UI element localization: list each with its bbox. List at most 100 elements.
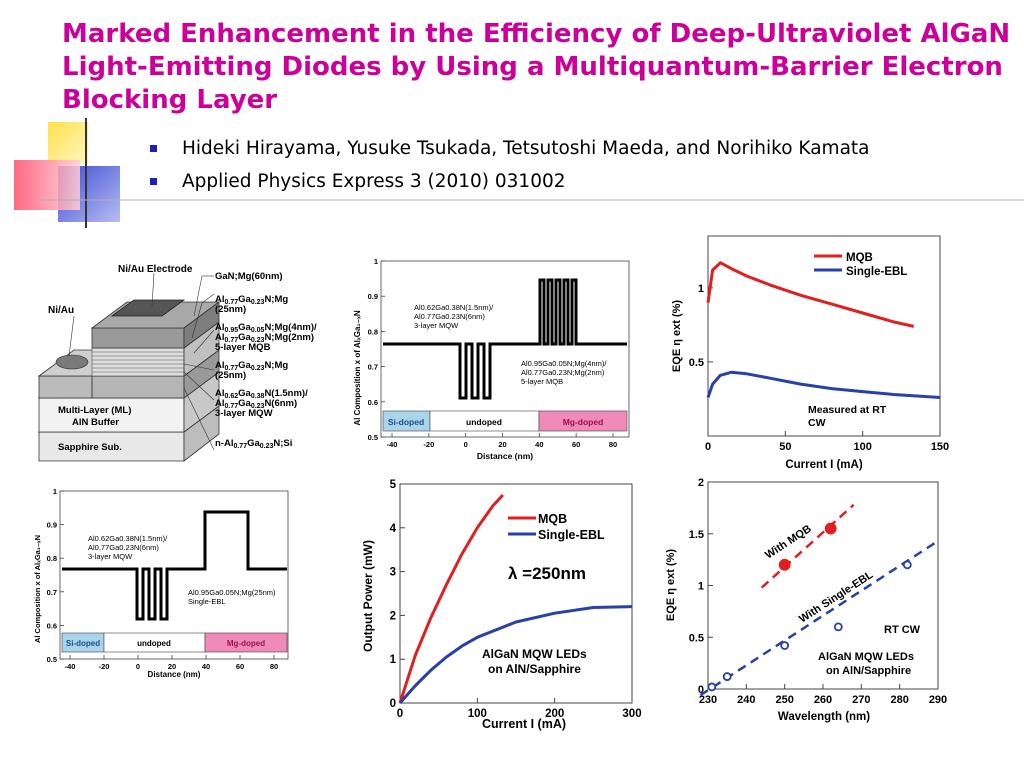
bullet-text: Hideki Hirayama, Yusuke Tsukada, Tetsuto… <box>182 137 870 159</box>
data-point-mqb <box>778 558 791 571</box>
bullet-marker <box>150 178 157 185</box>
legend-ebl: Single-EBL <box>846 266 907 278</box>
x-tick-label: 280 <box>890 694 908 706</box>
y-tick-label: 1 <box>390 654 397 666</box>
x-tick-label: -40 <box>387 440 398 449</box>
legend-mqb: MQB <box>538 512 567 526</box>
x-tick-label: 300 <box>622 708 641 720</box>
svg-text:Al0.62Ga0.38N(1.5nm)/: Al0.62Ga0.38N(1.5nm)/ <box>414 303 494 312</box>
plot-frame <box>707 235 941 437</box>
x-tick-label: 0 <box>397 708 403 720</box>
x-tick-label: 240 <box>737 694 755 706</box>
x-tick-label: 270 <box>852 694 870 706</box>
svg-text:Al0.95Ga0.05N;Mg(25nm): Al0.95Ga0.05N;Mg(25nm) <box>188 588 276 597</box>
y-tick-label: 0 <box>390 698 396 710</box>
layer-labels: Al0.77Ga0.23N;Mg (25nm) Al0.95Ga0.05N;Mg(4… <box>215 294 317 450</box>
x-tick-label: 260 <box>814 694 832 706</box>
label-gan: GaN;Mg(60nm) <box>215 271 283 282</box>
y-tick-label: 0.8 <box>47 554 57 563</box>
svg-text:Al0.77Ga0.23N(6nm): Al0.77Ga0.23N(6nm) <box>414 312 485 321</box>
y-tick-label: 0.7 <box>47 588 57 597</box>
al-profile-line <box>62 510 287 621</box>
x-ticks: 0 50 100 150 <box>705 431 949 453</box>
label-ml-buffer: AlN Buffer <box>72 417 119 428</box>
profile-ebl-figure: Al Composition x of AlₓGa₁₋ₓN 0.50.60.70… <box>30 487 292 682</box>
layer-label: 5-layer MQB <box>215 342 271 353</box>
data-point-single-ebl <box>833 622 843 632</box>
y-tick-label: 0.9 <box>47 521 57 530</box>
trend-line-mqb <box>760 503 855 589</box>
series-line-mqb <box>706 261 915 328</box>
bullet-authors: Hideki Hirayama, Yusuke Tsukada, Tetsuto… <box>150 132 870 165</box>
y-tick-label: 0 <box>698 684 704 696</box>
y-tick-label: 1 <box>53 487 57 496</box>
svg-text:Al0.77Ga0.23N(6nm): Al0.77Ga0.23N(6nm) <box>88 543 159 552</box>
svg-text:5-layer MQB: 5-layer MQB <box>521 377 563 386</box>
x-tick-label: 100 <box>853 441 871 453</box>
ylabel: Al Composition x of AlₓGa₁₋ₓN <box>353 310 362 426</box>
al-profile-line <box>383 278 627 400</box>
y-tick-label: 0.7 <box>368 363 378 372</box>
x-tick-label: 50 <box>779 441 791 453</box>
y-tick-label: 0.6 <box>368 398 378 407</box>
bullet-journal: Applied Physics Express 3 (2010) 031002 <box>150 165 870 198</box>
series-group <box>398 493 633 704</box>
layer-label: (25nm) <box>215 370 246 381</box>
x-tick-label: 60 <box>572 440 580 449</box>
y-tick-label: 2 <box>390 610 396 622</box>
series-group <box>706 261 941 399</box>
trend-line-single-ebl <box>699 539 939 697</box>
series-group <box>699 503 939 697</box>
layer-label: n-Al0.77Ga0.23N;Si <box>215 438 292 450</box>
y-axis-label: EQE η ext (%) <box>671 300 683 372</box>
region-label-undoped: undoped <box>466 417 502 427</box>
svg-text:Al0.77Ga0.23N;Mg(2nm): Al0.77Ga0.23N;Mg(2nm) <box>521 368 605 377</box>
region-label-undoped: undoped <box>137 639 171 648</box>
chart-eqe-vs-wavelength: 0 0.5 1 1.5 2 230 240 250 260 270 280 290 With MQB… <box>656 475 956 725</box>
chart-eqe-vs-current: 0.5 1 0 50 100 150 MQB Single-EBL Measured a… <box>656 232 950 472</box>
ann-left: Al0.62Ga0.38N(1.5nm)/ Al0.77Ga0.23N(6nm)… <box>88 534 168 561</box>
series-line-single-ebl <box>398 605 633 704</box>
series-line-single-ebl <box>706 370 941 399</box>
data-point-single-ebl <box>780 641 790 650</box>
layer-label: Al0.77Ga0.23N;Mg <box>215 294 288 306</box>
svg-text:Al0.95Ga0.05N;Mg(4nm)/: Al0.95Ga0.05N;Mg(4nm)/ <box>521 359 607 368</box>
profile-mqb-figure: Al Composition x of AlₓGa₁₋ₓN 0.50.60.70… <box>348 258 634 463</box>
bullet-text: Applied Physics Express 3 (2010) 031002 <box>182 170 566 192</box>
region-mg-doped <box>204 632 288 653</box>
y-tick-label: 5 <box>390 479 397 491</box>
bullet-list: Hideki Hirayama, Yusuke Tsukada, Tetsuto… <box>150 132 870 198</box>
y-tick-labels: 0.5 0.6 0.7 0.8 0.9 1 <box>47 487 64 664</box>
plot-frame <box>399 483 633 704</box>
ylabel: Al Composition x of AlₓGa₁₋ₓN <box>33 535 42 643</box>
legend-mqb: MQB <box>846 252 873 264</box>
layer-label: Al0.95Ga0.05N;Mg(4nm)/ <box>215 322 317 334</box>
x-tick-label: 60 <box>236 662 244 671</box>
ann-right: Al0.95Ga0.05N;Mg(4nm)/ Al0.77Ga0.23N;Mg(… <box>521 359 607 386</box>
y-axis-label: Output Power (mW) <box>361 540 375 652</box>
x-tick-label: 150 <box>931 441 949 453</box>
layer-label: Al0.77Ga0.23N;Mg(2nm) <box>215 332 314 344</box>
series-label-ebl: With Single-EBL <box>797 569 875 626</box>
y-tick-label: 2 <box>698 477 704 489</box>
annotation-line1: Measured at RT <box>808 404 887 416</box>
bullet-marker <box>150 145 157 152</box>
label-ml: Multi-Layer (ML) <box>58 405 131 416</box>
svg-text:3-layer MQW: 3-layer MQW <box>414 321 459 330</box>
device-structure-diagram: Ni/Au Electrode Ni/Au GaN;Mg(60nm) Multi… <box>34 258 334 463</box>
svg-text:Al0.62Ga0.38N(1.5nm)/: Al0.62Ga0.38N(1.5nm)/ <box>88 534 168 543</box>
x-tick-label: 20 <box>498 440 506 449</box>
y-tick-label: 1 <box>698 581 704 593</box>
y-ticks: 0 1 2 3 4 5 <box>390 479 405 710</box>
x-tick-label: 40 <box>535 440 543 449</box>
x-tick-label: 20 <box>168 662 176 671</box>
region-label-si: Si-doped <box>388 417 424 427</box>
xlabel: Distance (nm) <box>148 670 201 679</box>
wavelength-label: λ =250nm <box>508 564 586 583</box>
annotation-line1: AlGaN MQW LEDs <box>482 647 587 661</box>
y-tick-label: 1 <box>698 283 704 295</box>
annotation-line2: on AlN/Sapphire <box>488 662 581 676</box>
y-tick-label: 0.5 <box>47 655 57 664</box>
y-tick-label: 3 <box>390 567 396 579</box>
label-electrode: Ni/Au Electrode <box>118 264 193 275</box>
